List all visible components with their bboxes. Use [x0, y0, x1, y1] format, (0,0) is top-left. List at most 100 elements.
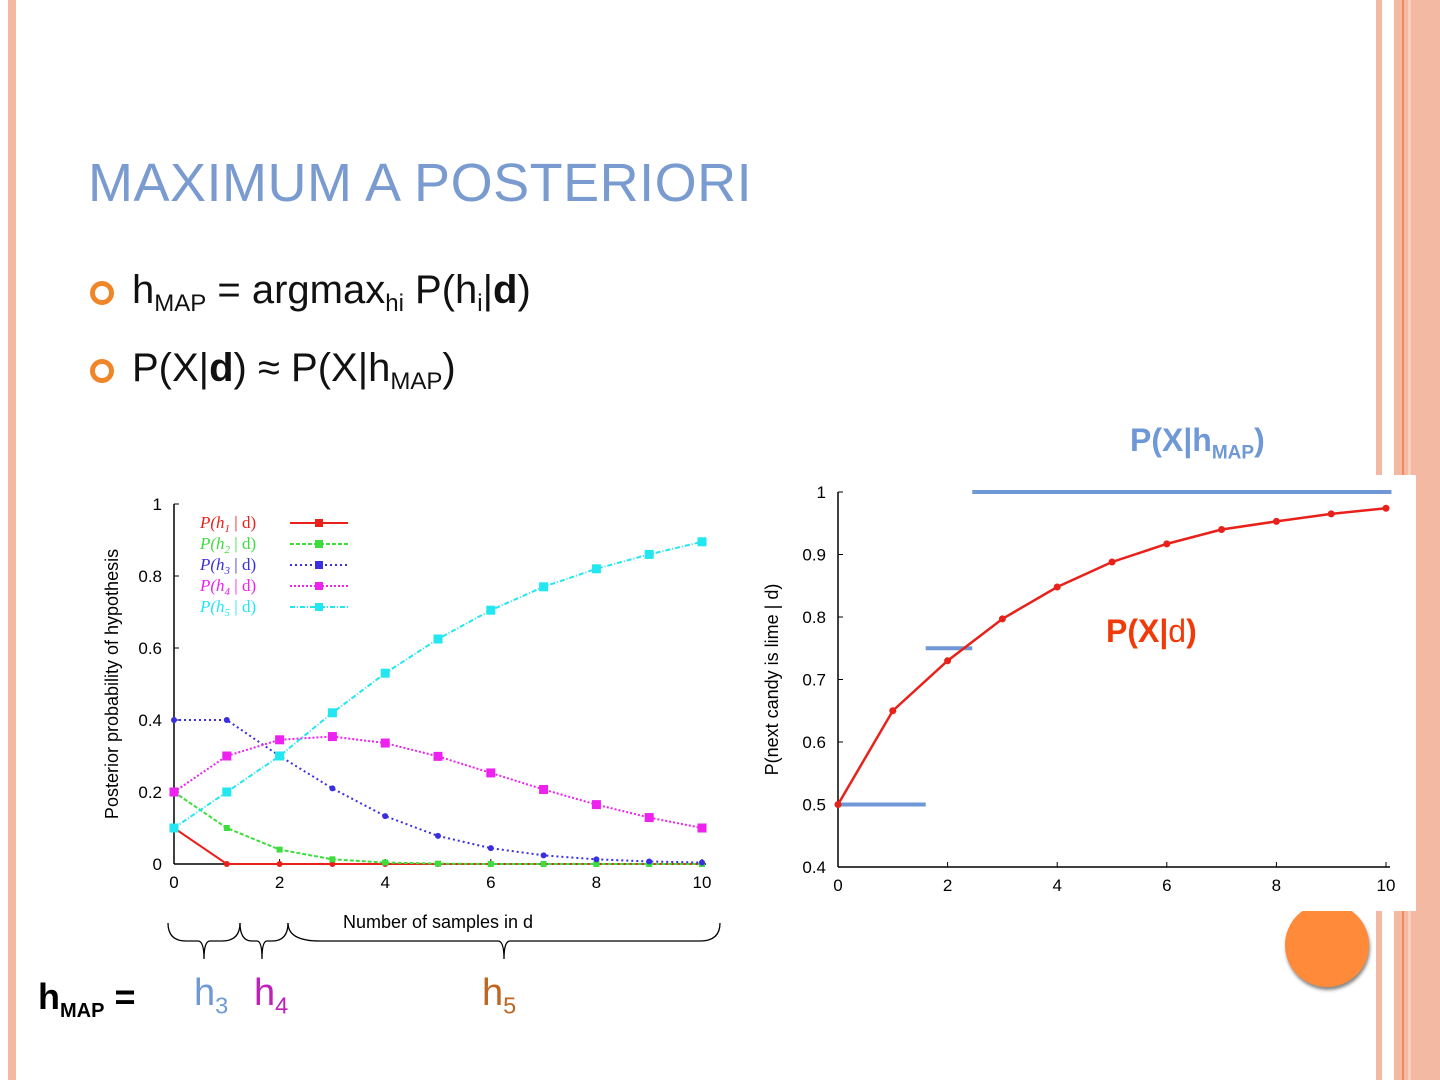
data-point	[540, 852, 547, 859]
data-point	[169, 823, 179, 833]
x-tick-label: 10	[1377, 876, 1396, 895]
x-tick-label: 4	[380, 873, 389, 892]
data-point	[382, 813, 389, 820]
data-point	[487, 845, 494, 852]
data-point	[380, 738, 390, 748]
data-point	[1053, 583, 1061, 591]
data-point	[593, 861, 600, 867]
data-point	[382, 859, 389, 866]
data-point	[433, 634, 443, 644]
bullet-text: hMAP = argmaxhi P(hi|d)	[132, 268, 531, 317]
y-tick-label: 0.5	[802, 796, 826, 815]
data-point	[486, 768, 496, 778]
data-point	[944, 657, 952, 665]
legend-entry: P(h1 | d)	[199, 513, 256, 535]
brace-h5	[287, 922, 721, 960]
data-point	[435, 832, 441, 839]
x-tick-label: 0	[833, 876, 842, 895]
y-tick-label: 0.6	[138, 639, 162, 658]
data-point	[327, 732, 337, 742]
data-point	[223, 717, 230, 723]
data-point	[699, 859, 705, 866]
h5-label: h5	[482, 972, 517, 1019]
x-tick-label: 4	[1052, 876, 1061, 895]
data-point	[644, 813, 654, 823]
x-tick-label: 6	[1162, 876, 1171, 895]
data-point	[329, 861, 336, 867]
data-point	[487, 861, 494, 867]
data-point	[433, 751, 443, 761]
bullet-text: P(X|d) ≈ P(X|hMAP)	[132, 346, 456, 395]
data-point	[1163, 540, 1171, 548]
hmap-label: hMAP =	[38, 976, 136, 1023]
y-tick-label: 0.9	[802, 546, 826, 565]
bullet-hmap-definition: hMAP = argmaxhi P(hi|d)	[90, 268, 531, 318]
y-tick-label: 0.2	[138, 783, 162, 802]
data-point	[327, 708, 337, 718]
data-point	[275, 735, 285, 745]
data-point	[539, 582, 549, 592]
brace-h3	[167, 922, 241, 960]
data-point	[834, 801, 842, 808]
y-tick-label: 0.8	[138, 567, 162, 586]
data-point	[593, 856, 600, 863]
h4-label: h4	[254, 972, 289, 1019]
data-point	[644, 549, 654, 559]
y-tick-label: 0.7	[802, 671, 826, 690]
x-tick-label: 2	[943, 876, 952, 895]
bullet-prediction-approx: P(X|d) ≈ P(X|hMAP)	[90, 346, 456, 396]
y-axis-label: P(next candy is lime | d)	[762, 584, 782, 776]
data-point	[276, 861, 283, 867]
slide-title: MAXIMUM A POSTERIORI	[88, 153, 753, 213]
y-axis-label: Posterior probability of hypothesis	[102, 549, 122, 819]
series-line	[174, 719, 703, 864]
legend-marker	[315, 540, 323, 548]
data-point	[222, 787, 232, 797]
prediction-chart-panel	[760, 475, 1416, 911]
series-line	[173, 735, 703, 829]
data-point	[169, 787, 179, 797]
data-point	[539, 784, 549, 794]
legend-marker	[315, 561, 323, 569]
data-point	[697, 823, 707, 833]
p-x-d-label: P(X|d)	[1106, 613, 1197, 649]
y-tick-label: 1	[817, 483, 826, 502]
data-point	[329, 785, 336, 792]
x-tick-label: 8	[1272, 876, 1281, 895]
data-point	[486, 605, 496, 615]
data-point	[275, 751, 285, 761]
brace-h4	[239, 922, 289, 960]
data-point	[1218, 526, 1226, 533]
legend-marker	[315, 519, 323, 527]
data-point	[1272, 517, 1280, 525]
prediction-chart: 0 2 4 6 8 10 0.4 0.5 0.6 0.7 0.8 0.9 1 P(next candy i…	[762, 483, 1396, 895]
x-axis-label: Number of samples in d	[343, 912, 533, 932]
bullet-dot-icon	[90, 281, 114, 305]
data-point	[646, 858, 653, 865]
data-point	[380, 668, 390, 678]
data-point	[591, 564, 601, 574]
x-tick-label: 10	[693, 873, 712, 892]
data-point	[276, 846, 283, 853]
data-point	[697, 537, 707, 547]
data-point	[222, 751, 232, 761]
p-x-hmap-label: P(X|hMAP)	[1130, 422, 1265, 464]
x-tick-label: 2	[275, 873, 284, 892]
data-point	[1108, 558, 1116, 566]
orange-circle-decoration	[1285, 903, 1369, 987]
legend-marker	[315, 582, 323, 590]
y-tick-label: 0.6	[802, 733, 826, 752]
y-tick-label: 1	[153, 495, 162, 514]
left-edge-stripe	[8, 0, 16, 1080]
h3-label: h3	[194, 972, 229, 1019]
y-tick-label: 0.8	[802, 608, 826, 627]
x-tick-label: 6	[486, 873, 495, 892]
legend-entry: P(h5 | d)	[199, 597, 256, 619]
data-point	[998, 615, 1006, 623]
x-tick-label: 8	[592, 873, 601, 892]
data-point	[223, 861, 230, 867]
legend-entry: P(h3 | d)	[199, 555, 256, 577]
bullet-dot-icon	[90, 359, 114, 383]
data-point	[435, 860, 441, 867]
data-point	[171, 717, 177, 723]
